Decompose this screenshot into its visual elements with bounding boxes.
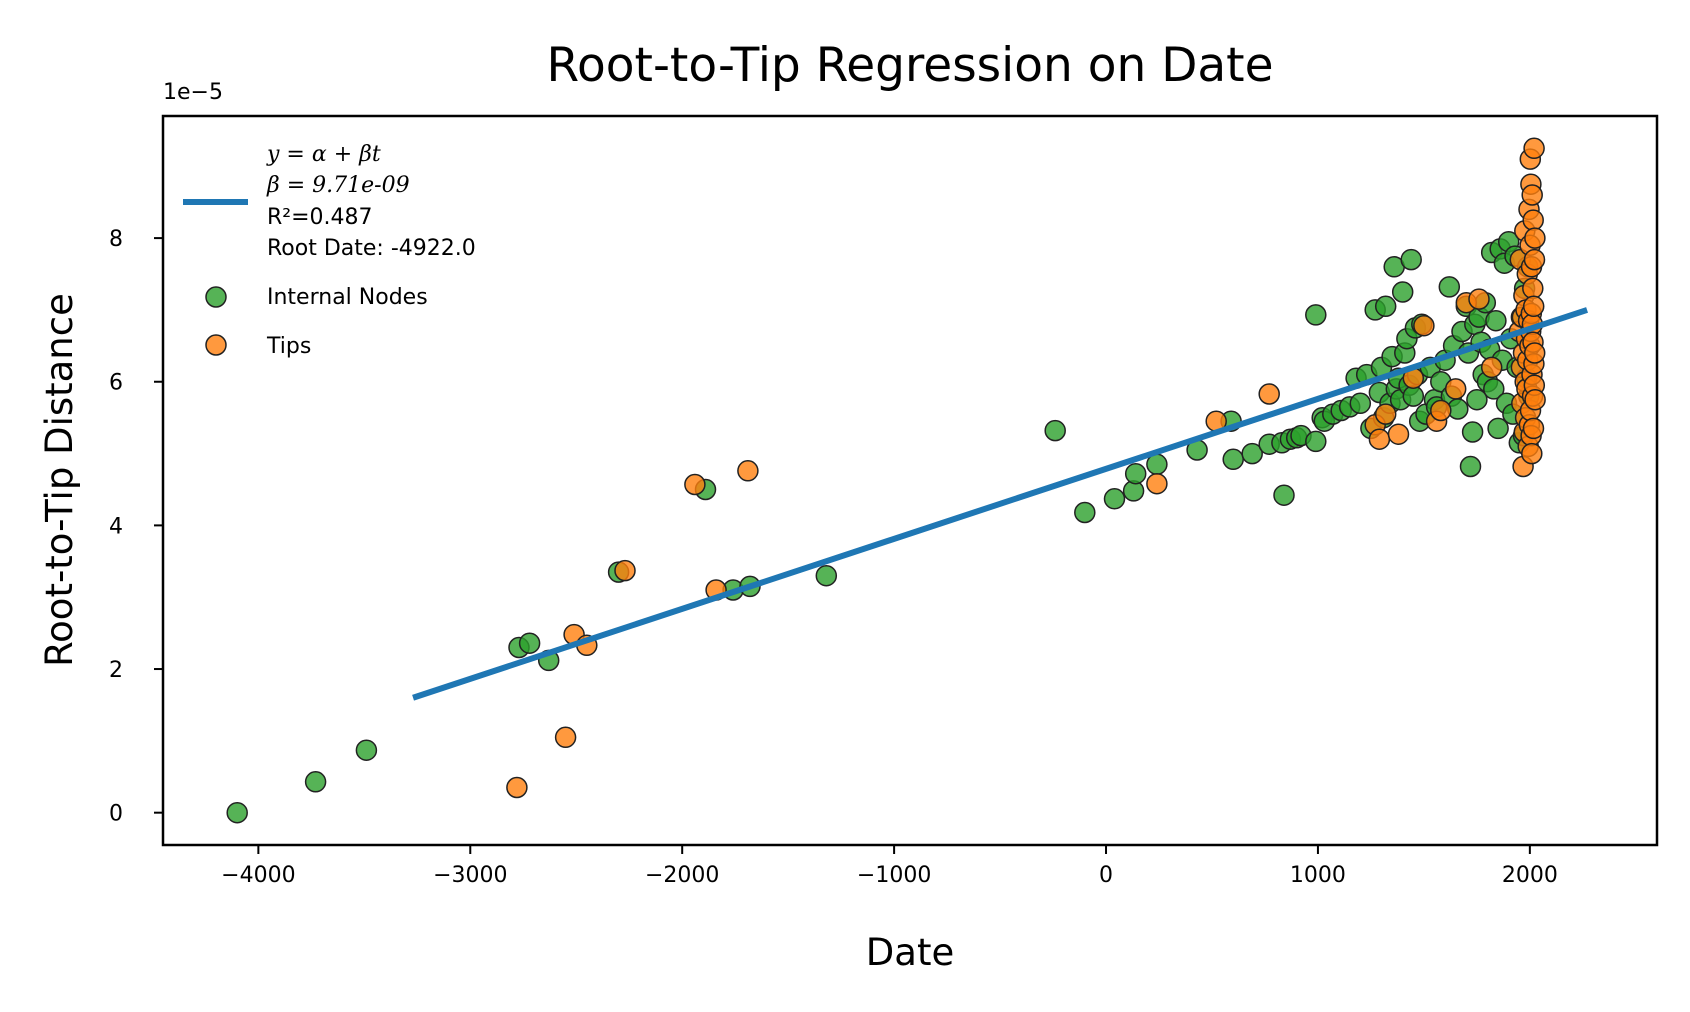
x-tick-label: −3000 [433,863,507,888]
internal-node-point [1305,430,1327,453]
internal-node-point [304,771,327,793]
x-axis-label: Date [866,931,954,974]
legend-regression-formula: y = α + βt [266,142,381,167]
tip-point [1480,356,1503,379]
y-tick-label: 6 [109,371,123,396]
legend-regression-beta: β = 9.71e-09 [266,173,410,198]
y-tick-label: 8 [109,227,123,252]
internal-node-point [1459,455,1482,478]
internal-node-point [1391,281,1414,303]
tip-point [1387,423,1410,445]
tip-point [1521,184,1543,206]
y-tick-label: 0 [109,802,123,827]
tip-point [1146,472,1168,495]
tip-point [1444,378,1467,400]
internal-node-point [1305,304,1327,326]
tip-point [1522,417,1545,440]
regression-line [412,307,1589,701]
internal-node-point [1103,488,1126,510]
tip-point [1522,209,1544,231]
internal-node-point [1483,378,1505,400]
internal-node-point [1438,276,1461,298]
internal-node-point [1074,501,1096,524]
tip-point [1521,442,1543,465]
legend-regression-r2: R²=0.487 [267,205,373,230]
tip-point [1368,428,1391,450]
y-axis-label: Root-to-Tip Distance [38,293,81,667]
legend: y = α + βt β = 9.71e-09 R²=0.487 Root Da… [183,142,476,359]
internal-node-point [1402,385,1425,407]
points-layer [226,137,1546,824]
internal-node-point [355,739,378,761]
chart-title: Root-to-Tip Regression on Date [546,38,1273,93]
x-tick-label: −1000 [857,863,931,888]
internal-node-point [1461,421,1484,443]
internal-node-point [1400,248,1422,271]
tip-point [1413,314,1435,337]
internal-node-point [1487,417,1509,440]
x-tick-label: 2000 [1502,863,1558,888]
legend-tips-marker [205,334,227,356]
y-axis-ticks: 0 2 4 6 8 [109,227,163,827]
tip-point [1374,403,1397,425]
internal-node-point [1273,484,1295,506]
tip-point [506,776,528,799]
internal-node-point [1374,295,1397,318]
plot-frame [161,114,1659,847]
y-tick-label: 4 [109,514,123,539]
tip-point [1523,137,1545,160]
tip-point [1524,227,1546,249]
x-axis-ticks: −4000 −3000 −2000 −1000 0 1000 2000 [221,845,1558,888]
tip-point [684,473,706,496]
x-tick-label: −2000 [645,863,719,888]
x-tick-label: 0 [1099,863,1113,888]
tip-point [1522,277,1544,300]
internal-node-point [815,564,838,587]
internal-node-point [1349,392,1372,415]
internal-node-point [1466,388,1488,411]
tip-point [614,559,636,582]
tip-point [1523,342,1546,364]
x-tick-label: 1000 [1290,863,1346,888]
internal-node-point [1241,442,1263,465]
internal-node-point [1485,309,1507,332]
y-scale-label: 1e−5 [163,80,223,105]
internal-node-point [226,801,248,824]
internal-node-point [1044,419,1066,442]
legend-internal-nodes-marker [205,286,227,308]
x-tick-label: −4000 [221,863,295,888]
tip-point [1258,383,1280,405]
internal-node-point [518,632,541,654]
regression-layer [412,307,1589,701]
tip-point [1468,288,1490,310]
tip-point [554,726,577,749]
y-tick-label: 2 [109,658,123,683]
tip-point [1522,295,1545,318]
legend-internal-nodes-label: Internal Nodes [267,285,428,310]
legend-regression-root-date: Root Date: -4922.0 [267,236,476,261]
internal-node-point [1124,462,1147,485]
tip-point [1430,399,1452,422]
tip-point [1524,388,1546,411]
legend-tips-label: Tips [266,334,311,359]
tip-point [1523,248,1546,271]
tip-point [737,460,759,482]
internal-node-point [1222,448,1244,471]
